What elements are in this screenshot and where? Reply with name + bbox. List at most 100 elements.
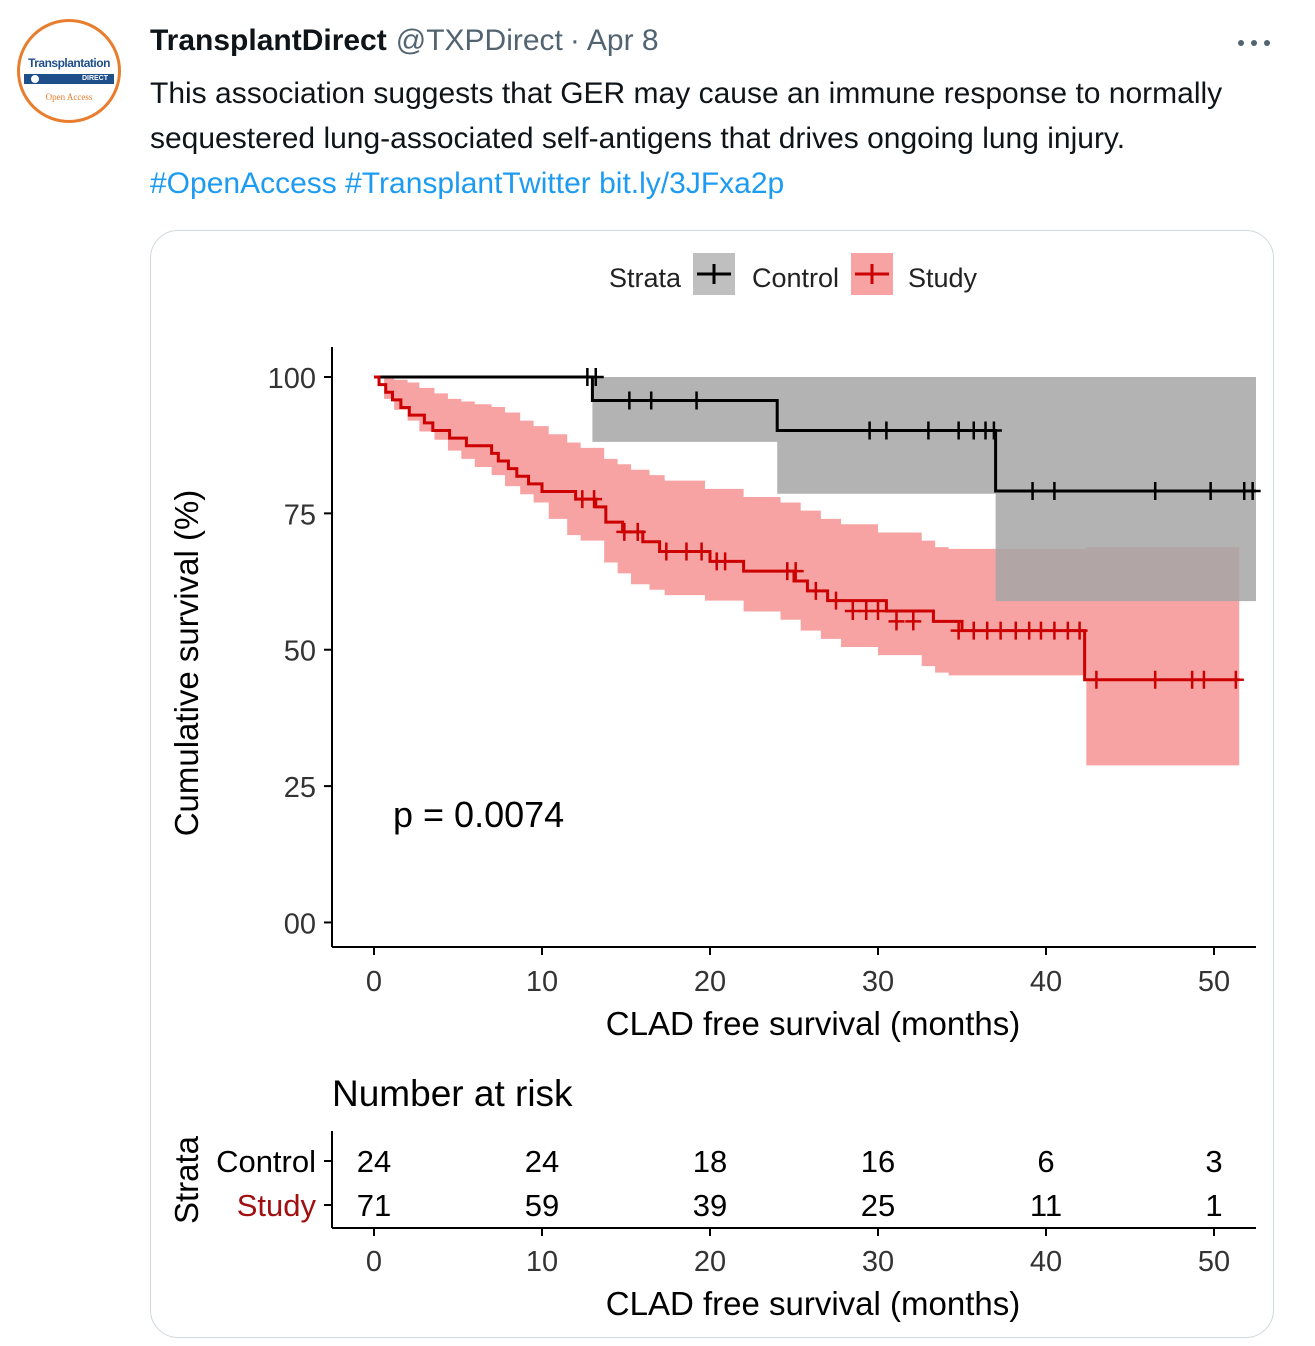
legend-label-control: Control: [752, 263, 839, 293]
timestamp[interactable]: Apr 8: [586, 24, 659, 57]
p-value-annotation: p = 0.0074: [393, 794, 564, 835]
censor-mark-control: [1244, 482, 1261, 500]
avatar-band-text: DIRECT: [81, 75, 108, 82]
censor-mark-study: [807, 581, 824, 600]
censor-mark-study: [678, 542, 695, 561]
censor-mark-study: [1147, 670, 1164, 689]
censor-mark-study: [787, 562, 804, 581]
risk-cell: 6: [1037, 1144, 1054, 1179]
censor-mark-study: [629, 522, 646, 541]
censor-mark-study: [1195, 670, 1212, 689]
risk-table-x-axis-label: CLAD free survival (months): [606, 1285, 1020, 1322]
censor-mark-study: [717, 552, 734, 571]
avatar[interactable]: Transplantation DIRECT Open Access: [17, 19, 121, 123]
censor-mark-study: [844, 602, 861, 620]
censor-mark-study: [905, 612, 922, 631]
risk-table-title: Number at risk: [332, 1073, 573, 1114]
risk-cell: 39: [693, 1188, 727, 1223]
censor-mark-study: [1227, 670, 1244, 689]
ci-band-control: [374, 377, 1256, 602]
censor-mark-control: [950, 421, 967, 440]
display-name[interactable]: TransplantDirect: [150, 24, 387, 57]
censor-mark-control: [985, 421, 1002, 440]
censor-mark-control: [861, 421, 878, 440]
curve-study: [374, 375, 1240, 682]
censor-mark-control: [643, 391, 660, 410]
censor-mark-study: [693, 542, 710, 561]
censor-mark-study: [992, 621, 1009, 640]
y-tick-label: 100: [268, 363, 316, 395]
risk-x-tick-label: 30: [862, 1246, 894, 1278]
x-tick-label: 0: [366, 966, 382, 998]
censor-mark-study: [658, 542, 675, 561]
survival-curves: [374, 375, 1256, 682]
censor-mark-study: [586, 490, 603, 509]
y-axis-label: Cumulative survival (%): [168, 490, 205, 837]
legend-title: Strata: [609, 263, 682, 293]
tweet-body: This association suggests that GER may c…: [150, 77, 1223, 155]
open-access-icon: [30, 74, 40, 84]
censor-mark-study: [1088, 670, 1105, 689]
censor-mark-study: [616, 522, 633, 541]
more-horizontal-icon[interactable]: [1232, 30, 1276, 56]
media-card[interactable]: Strata Control Study 00 25 50 75 100 0 10 20 30 4…: [150, 230, 1274, 1338]
avatar-band: [24, 74, 114, 84]
tweet-text: This association suggests that GER may c…: [150, 71, 1290, 206]
axes: 00 25 50 75 100 0 10 20 30 40 50: [268, 347, 1256, 998]
risk-x-tick-label: 20: [694, 1246, 726, 1278]
censor-mark-control: [1024, 482, 1041, 500]
risk-x-tick-label: 50: [1198, 1246, 1230, 1278]
avatar-brand-text: Transplantation: [28, 56, 110, 70]
x-tick-label: 30: [862, 966, 894, 998]
risk-table-strata-label: Strata: [168, 1135, 205, 1224]
censor-mark-study: [1032, 621, 1049, 640]
censor-mark-study: [888, 612, 905, 631]
censor-mark-study: [870, 602, 886, 620]
risk-cell: 71: [357, 1188, 391, 1223]
censor-mark-study: [828, 591, 844, 610]
ci-band-study: [374, 377, 1240, 766]
tweet-header: TransplantDirect @TXPDirect · Apr 8: [150, 24, 659, 64]
censor-mark-study: [965, 621, 982, 640]
censor-mark-control: [688, 391, 705, 410]
censor-mark-study: [1046, 621, 1063, 640]
curve-control: [374, 375, 1256, 493]
confidence-bands: [374, 377, 1256, 766]
short-link[interactable]: bit.ly/3JFxa2p: [599, 167, 785, 200]
risk-row-label-study: Study: [237, 1188, 317, 1223]
x-tick-label: 10: [526, 966, 558, 998]
risk-x-tick-label: 0: [366, 1246, 382, 1278]
x-tick-label: 20: [694, 966, 726, 998]
censor-mark-control: [587, 368, 604, 386]
risk-cell: 11: [1030, 1188, 1062, 1223]
y-tick-label: 50: [284, 636, 316, 668]
x-axis-label: CLAD free survival (months): [606, 1005, 1020, 1042]
y-tick-label: 00: [284, 908, 316, 940]
separator: ·: [569, 24, 580, 57]
x-tick-label: 40: [1030, 966, 1062, 998]
censor-mark-study: [950, 621, 967, 640]
risk-cell: 59: [525, 1188, 559, 1223]
risk-cell: 25: [861, 1188, 895, 1223]
risk-cell: 1: [1205, 1188, 1222, 1223]
censor-mark-control: [1147, 482, 1164, 500]
avatar-open-access-text: Open Access: [45, 92, 93, 102]
risk-x-tick-label: 40: [1030, 1246, 1062, 1278]
hashtag-openaccess[interactable]: #OpenAccess: [150, 167, 337, 200]
censor-mark-study: [1007, 621, 1024, 640]
risk-cell: 3: [1205, 1144, 1222, 1179]
censor-mark-control: [920, 421, 937, 440]
censor-mark-control: [1202, 482, 1219, 500]
risk-cell: 18: [693, 1144, 727, 1179]
risk-cell: 24: [357, 1144, 391, 1179]
censor-mark-control: [878, 421, 895, 440]
x-tick-label: 50: [1198, 966, 1230, 998]
user-handle[interactable]: @TXPDirect: [395, 24, 563, 57]
legend: Strata Control Study: [609, 253, 978, 295]
y-tick-label: 25: [284, 772, 316, 804]
risk-cell: 16: [861, 1144, 895, 1179]
censor-mark-study: [1071, 621, 1088, 640]
hashtag-transplanttwitter[interactable]: #TransplantTwitter: [345, 167, 591, 200]
